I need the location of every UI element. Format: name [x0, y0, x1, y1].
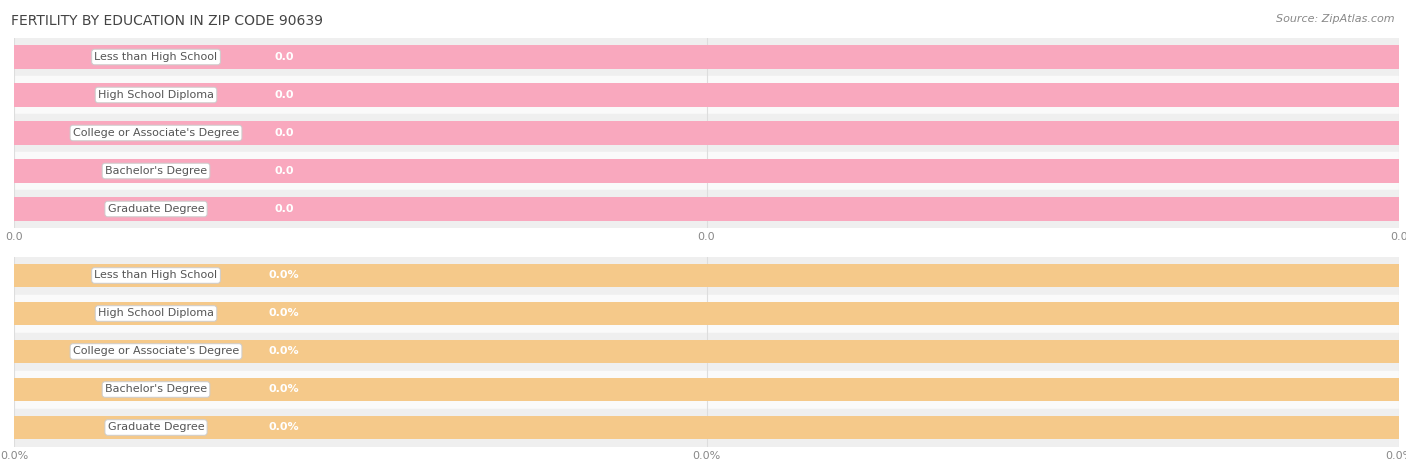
Bar: [14, 152, 1399, 190]
Text: 0.0%: 0.0%: [269, 384, 299, 395]
Bar: [14, 416, 1399, 439]
Bar: [14, 294, 1399, 332]
Text: FERTILITY BY EDUCATION IN ZIP CODE 90639: FERTILITY BY EDUCATION IN ZIP CODE 90639: [11, 14, 323, 28]
Bar: [14, 370, 1399, 408]
Text: 0.0%: 0.0%: [269, 346, 299, 357]
Bar: [14, 378, 1399, 401]
Text: High School Diploma: High School Diploma: [98, 308, 214, 319]
Text: 0.0: 0.0: [274, 166, 294, 176]
Text: 0.0%: 0.0%: [269, 270, 299, 281]
Bar: [14, 83, 1399, 107]
Bar: [14, 121, 1399, 145]
Bar: [14, 38, 1399, 76]
Text: 0.0: 0.0: [274, 204, 294, 214]
Text: High School Diploma: High School Diploma: [98, 90, 214, 100]
Bar: [14, 190, 1399, 228]
Bar: [14, 114, 1399, 152]
Text: Source: ZipAtlas.com: Source: ZipAtlas.com: [1277, 14, 1395, 24]
Bar: [14, 76, 1399, 114]
Bar: [14, 159, 1399, 183]
Text: 0.0%: 0.0%: [269, 422, 299, 433]
Text: College or Associate's Degree: College or Associate's Degree: [73, 346, 239, 357]
Bar: [14, 197, 1399, 221]
Text: Graduate Degree: Graduate Degree: [108, 204, 204, 214]
Bar: [14, 45, 1399, 69]
Text: Less than High School: Less than High School: [94, 270, 218, 281]
Text: Graduate Degree: Graduate Degree: [108, 422, 204, 433]
Bar: [14, 256, 1399, 294]
Bar: [14, 264, 1399, 287]
Text: Bachelor's Degree: Bachelor's Degree: [105, 166, 207, 176]
Text: 0.0: 0.0: [274, 52, 294, 62]
Text: 0.0: 0.0: [274, 128, 294, 138]
Bar: [14, 340, 1399, 363]
Bar: [14, 332, 1399, 371]
Text: 0.0: 0.0: [274, 90, 294, 100]
Text: 0.0%: 0.0%: [269, 308, 299, 319]
Bar: [14, 302, 1399, 325]
Text: Less than High School: Less than High School: [94, 52, 218, 62]
Text: Bachelor's Degree: Bachelor's Degree: [105, 384, 207, 395]
Text: College or Associate's Degree: College or Associate's Degree: [73, 128, 239, 138]
Bar: [14, 408, 1399, 446]
